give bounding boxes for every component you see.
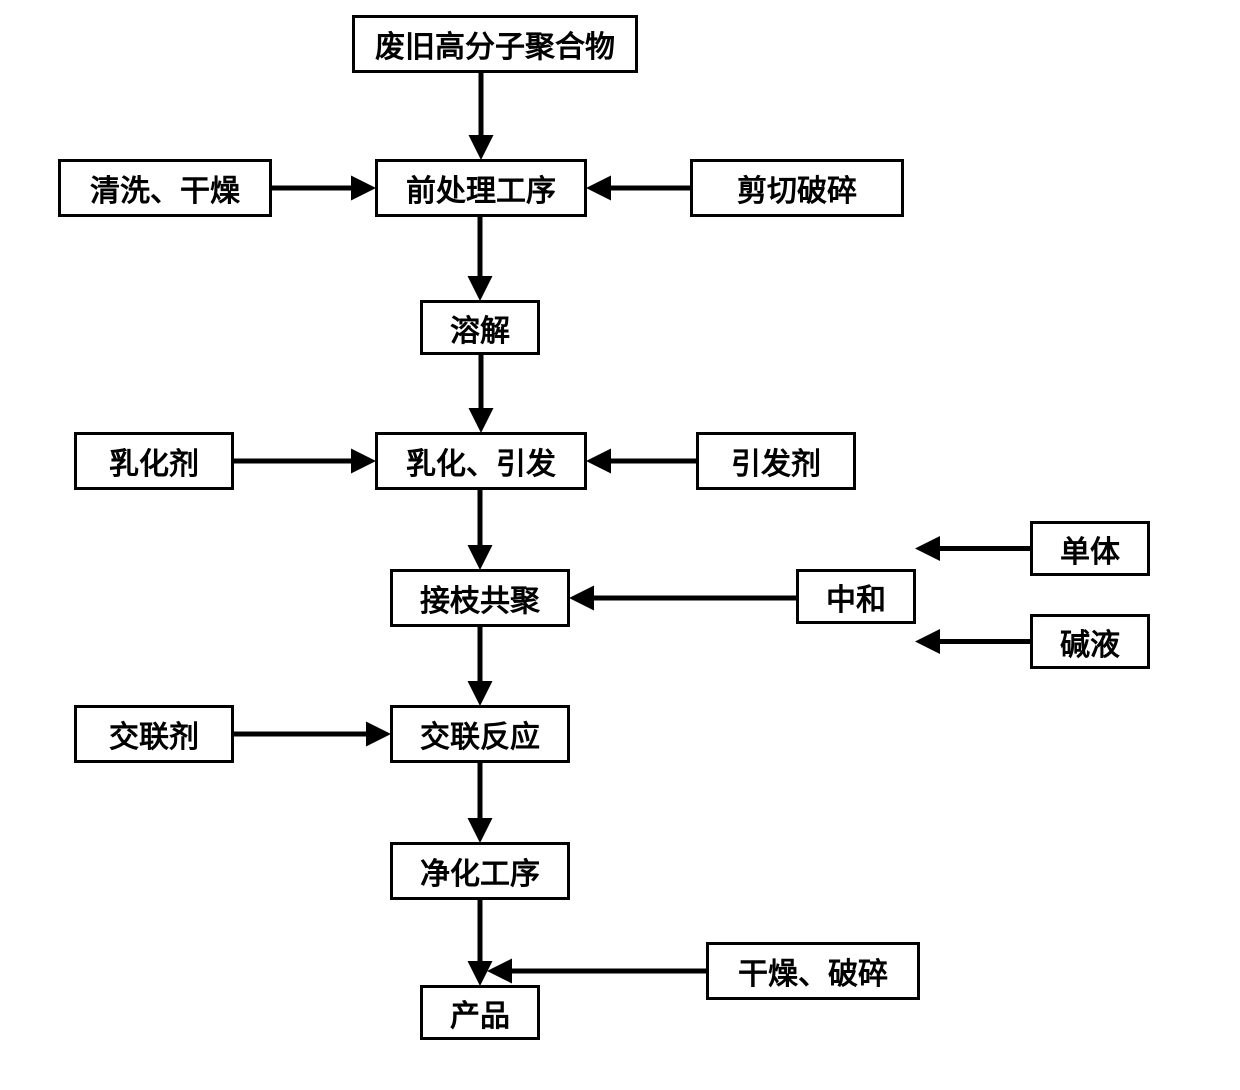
node-label: 引发剂	[731, 439, 821, 483]
node-label: 干燥、破碎	[738, 949, 888, 993]
node-label: 乳化剂	[109, 439, 199, 483]
node-shear: 剪切破碎	[690, 159, 904, 217]
node-label: 接枝共聚	[420, 576, 540, 620]
node-initiator: 引发剂	[696, 432, 856, 490]
node-monomer: 单体	[1030, 521, 1150, 576]
node-purify: 净化工序	[390, 842, 570, 900]
node-crossagent: 交联剂	[74, 705, 234, 763]
node-crosslink: 交联反应	[390, 705, 570, 763]
node-label: 交联剂	[109, 712, 199, 756]
node-label: 中和	[826, 575, 886, 619]
node-graft: 接枝共聚	[390, 569, 570, 627]
node-label: 交联反应	[420, 712, 540, 756]
node-label: 单体	[1060, 527, 1120, 571]
node-label: 产品	[450, 991, 510, 1035]
node-label: 乳化、引发	[406, 439, 556, 483]
node-pretreat: 前处理工序	[375, 159, 587, 217]
node-wash: 清洗、干燥	[58, 159, 272, 217]
node-emulsifier: 乳化剂	[74, 432, 234, 490]
node-dissolve: 溶解	[420, 300, 540, 355]
node-drycrush: 干燥、破碎	[706, 942, 920, 1000]
node-label: 清洗、干燥	[90, 166, 240, 210]
node-label: 剪切破碎	[737, 166, 857, 210]
node-label: 溶解	[450, 306, 510, 350]
node-alkali: 碱液	[1030, 614, 1150, 669]
node-label: 碱液	[1060, 620, 1120, 664]
node-product: 产品	[420, 985, 540, 1040]
node-emul_init: 乳化、引发	[375, 432, 587, 490]
node-waste: 废旧高分子聚合物	[352, 15, 638, 73]
node-label: 净化工序	[420, 849, 540, 893]
node-neutral: 中和	[796, 569, 916, 624]
node-label: 废旧高分子聚合物	[375, 22, 615, 66]
node-label: 前处理工序	[406, 166, 556, 210]
